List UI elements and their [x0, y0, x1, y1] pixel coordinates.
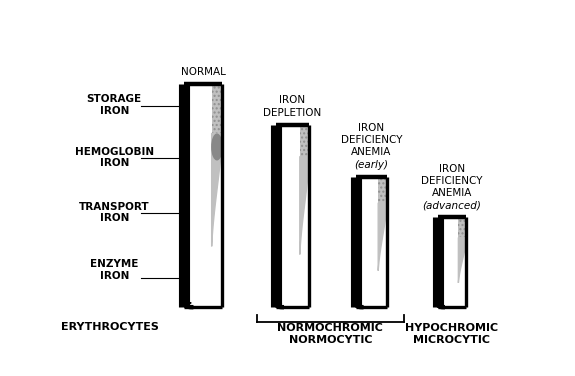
- Text: NORMAL: NORMAL: [181, 67, 226, 77]
- Polygon shape: [185, 303, 191, 307]
- Bar: [378, 177, 387, 203]
- Text: STORAGE: STORAGE: [87, 94, 142, 105]
- Text: ERYTHROCYTES: ERYTHROCYTES: [61, 321, 159, 332]
- Polygon shape: [438, 304, 443, 307]
- Text: ANEMIA: ANEMIA: [351, 147, 392, 158]
- Text: ANEMIA: ANEMIA: [432, 188, 472, 198]
- Ellipse shape: [211, 133, 223, 161]
- Text: IRON: IRON: [358, 123, 385, 133]
- Text: DEFICIENCY: DEFICIENCY: [421, 176, 483, 186]
- Text: (advanced): (advanced): [423, 200, 481, 210]
- Text: TRANSPORT: TRANSPORT: [79, 202, 150, 212]
- Polygon shape: [458, 238, 466, 283]
- Text: HEMOGLOBIN: HEMOGLOBIN: [75, 147, 154, 156]
- Bar: [276, 125, 309, 307]
- Text: IRON: IRON: [439, 164, 465, 174]
- Text: DEPLETION: DEPLETION: [263, 108, 321, 117]
- Bar: [458, 217, 466, 238]
- Bar: [212, 84, 223, 133]
- Text: IRON: IRON: [99, 158, 129, 168]
- Text: DEFICIENCY: DEFICIENCY: [340, 135, 402, 145]
- Bar: [300, 125, 309, 156]
- Bar: [458, 217, 466, 238]
- Bar: [300, 125, 309, 156]
- Bar: [185, 84, 223, 307]
- Polygon shape: [212, 133, 223, 246]
- Bar: [212, 84, 223, 133]
- Polygon shape: [276, 303, 282, 307]
- Bar: [356, 177, 387, 307]
- Bar: [438, 217, 466, 307]
- Text: (early): (early): [354, 160, 388, 170]
- Polygon shape: [378, 203, 387, 271]
- Text: NORMOCHROMIC
NORMOCYTIC: NORMOCHROMIC NORMOCYTIC: [277, 323, 384, 345]
- Text: HYPOCHROMIC
MICROCYTIC: HYPOCHROMIC MICROCYTIC: [405, 323, 499, 345]
- Text: IRON: IRON: [99, 213, 129, 223]
- Bar: [378, 177, 387, 203]
- Text: ENZYME: ENZYME: [90, 259, 139, 270]
- Polygon shape: [356, 303, 361, 307]
- Text: IRON: IRON: [279, 96, 305, 105]
- Polygon shape: [300, 156, 309, 255]
- Text: IRON: IRON: [99, 271, 129, 281]
- Text: IRON: IRON: [99, 106, 129, 116]
